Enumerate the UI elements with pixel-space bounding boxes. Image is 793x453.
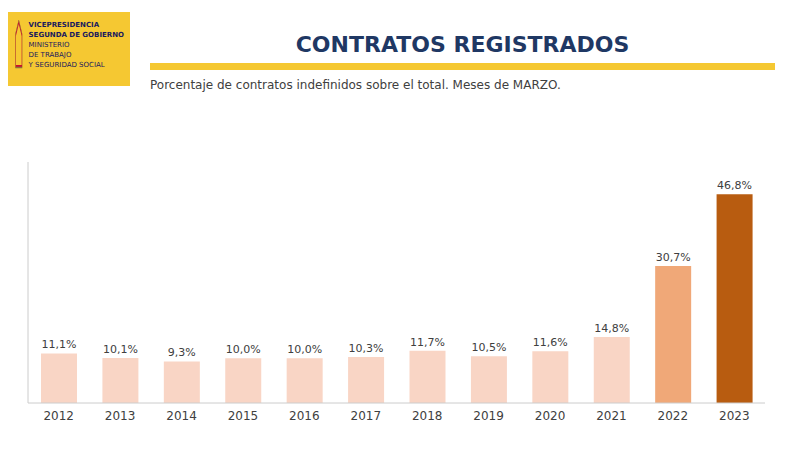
svg-text:2023: 2023 [719, 409, 750, 423]
html-text:DE TRABAJO: DE TRABAJO [28, 51, 72, 59]
svg-text:11,7%: 11,7% [410, 336, 445, 349]
svg-text:2020: 2020 [535, 409, 566, 423]
html-text:Porcentaje de contratos indefi: Porcentaje de contratos indefinidos sobr… [150, 78, 561, 92]
html-text:SEGUNDA DE GOBIERNO: SEGUNDA DE GOBIERNO [28, 31, 124, 39]
svg-text:2012: 2012 [43, 409, 74, 423]
svg-text:2018: 2018 [412, 409, 443, 423]
svg-text:14,8%: 14,8% [594, 322, 629, 335]
svg-text:2022: 2022 [658, 409, 689, 423]
html-text:CONTRATOS REGISTRADOS: CONTRATOS REGISTRADOS [295, 32, 630, 57]
svg-text:2014: 2014 [166, 409, 197, 423]
svg-text:10,5%: 10,5% [471, 341, 506, 354]
html-text:MINISTERIO: MINISTERIO [28, 41, 70, 49]
svg-text:11,1%: 11,1% [42, 338, 77, 351]
svg-text:2017: 2017 [351, 409, 382, 423]
html-text:VICEPRESIDENCIA: VICEPRESIDENCIA [28, 21, 100, 29]
svg-text:10,3%: 10,3% [349, 342, 384, 355]
svg-text:2016: 2016 [289, 409, 320, 423]
svg-text:2021: 2021 [596, 409, 627, 423]
svg-text:10,0%: 10,0% [226, 343, 261, 356]
svg-text:2015: 2015 [228, 409, 259, 423]
svg-text:9,3%: 9,3% [168, 346, 196, 359]
svg-text:30,7%: 30,7% [656, 251, 691, 264]
svg-text:10,1%: 10,1% [103, 343, 138, 356]
svg-text:46,8%: 46,8% [717, 179, 752, 192]
svg-text:10,0%: 10,0% [287, 343, 322, 356]
svg-text:2013: 2013 [105, 409, 136, 423]
svg-text:2019: 2019 [473, 409, 504, 423]
svg-text:11,6%: 11,6% [533, 336, 568, 349]
html-text:Y SEGURIDAD SOCIAL: Y SEGURIDAD SOCIAL [28, 61, 105, 69]
